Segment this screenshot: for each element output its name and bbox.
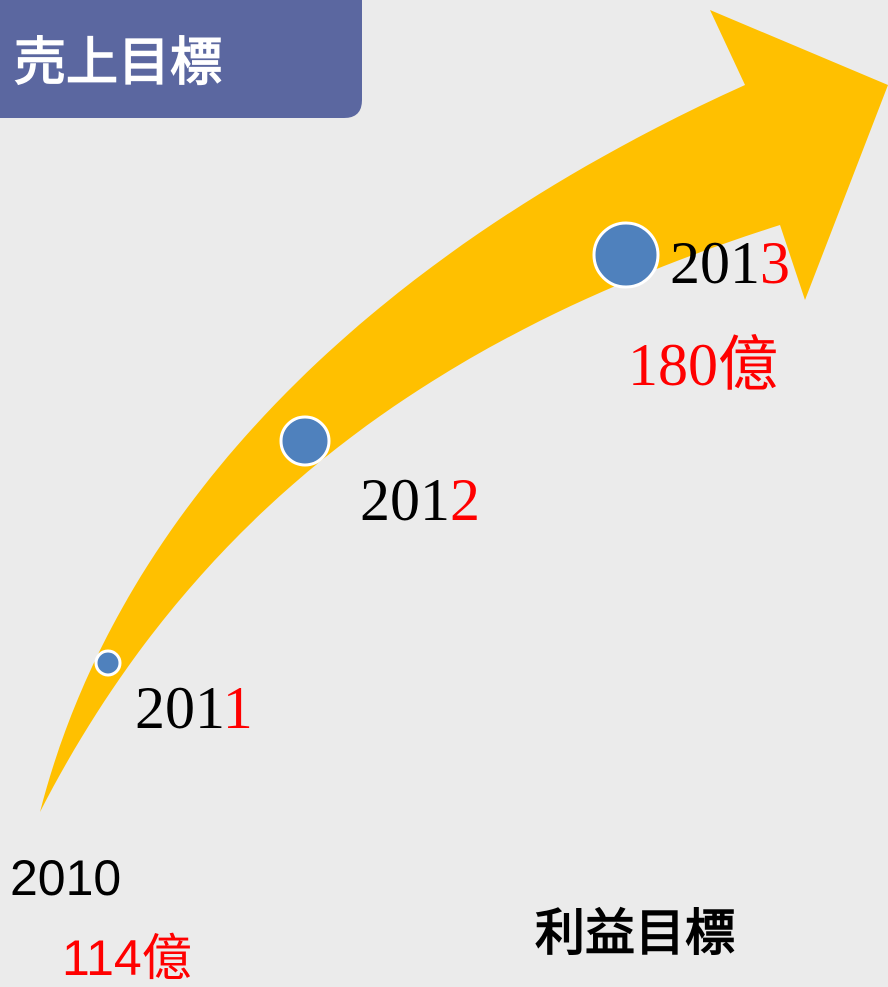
start-amount: 114億 (62, 930, 192, 986)
growth-arrow (40, 10, 888, 812)
footer-label: 利益目標 (535, 905, 735, 961)
start-year: 2010 (10, 850, 121, 906)
milestone-dot (94, 649, 122, 677)
year-suffix: 3 (760, 230, 790, 296)
year-suffix: 1 (223, 675, 253, 741)
year-prefix: 201 (360, 467, 450, 533)
year-label: 2012 (360, 467, 480, 533)
title: 売上目標 (14, 34, 222, 92)
year-prefix: 201 (135, 675, 223, 741)
title-box (0, 0, 362, 118)
amount-label: 180億 (628, 332, 778, 398)
milestone-dot (592, 221, 660, 289)
year-prefix: 201 (670, 230, 760, 296)
milestone-dot (279, 415, 331, 467)
year-label: 2011 (135, 675, 253, 741)
year-label: 2013 (670, 230, 790, 296)
year-suffix: 2 (450, 467, 480, 533)
